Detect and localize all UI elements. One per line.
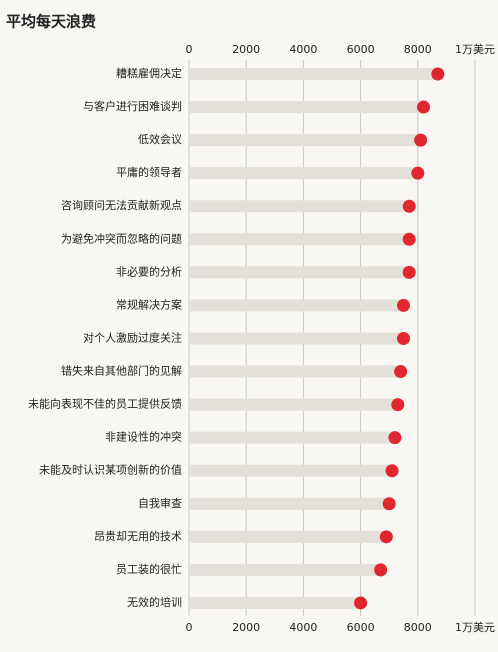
y-tick-label: 无效的培训 xyxy=(127,595,182,609)
y-tick-label: 常规解决方案 xyxy=(116,297,182,311)
dot xyxy=(394,365,408,379)
bar xyxy=(189,332,404,345)
x-tick-label: 8000 xyxy=(404,43,432,56)
x-tick-label: 4000 xyxy=(289,621,317,634)
x-tick-label: 1万美元 xyxy=(455,621,495,634)
y-tick-label: 平庸的领导者 xyxy=(116,165,182,179)
dot xyxy=(382,497,396,511)
dot xyxy=(397,298,410,312)
dot xyxy=(388,431,402,445)
bar xyxy=(189,530,387,543)
dot xyxy=(417,100,431,114)
y-tick-label: 咨询顾问无法贡献新观点 xyxy=(61,198,182,212)
bar xyxy=(189,68,438,80)
bar xyxy=(189,365,401,378)
bar xyxy=(189,134,421,147)
dot xyxy=(379,530,393,544)
x-tick-label: 1万美元 xyxy=(455,43,495,56)
bar xyxy=(189,464,393,477)
bar xyxy=(189,596,361,609)
dot xyxy=(391,398,405,412)
bar xyxy=(189,266,410,279)
dot xyxy=(385,464,399,478)
dot xyxy=(397,331,410,345)
x-tick-label: 6000 xyxy=(347,621,375,634)
bar xyxy=(189,299,404,312)
x-tick-label: 0 xyxy=(186,43,193,56)
y-tick-label: 糟糕雇佣决定 xyxy=(116,66,182,80)
dot xyxy=(402,265,416,279)
y-tick-label: 错失来自其他部门的见解 xyxy=(61,364,182,378)
dot xyxy=(411,166,425,180)
dot xyxy=(354,596,368,610)
x-tick-label: 0 xyxy=(186,621,193,634)
dot xyxy=(402,199,416,213)
y-tick-label: 昂贵却无用的技术 xyxy=(94,529,182,543)
y-tick-label: 对个人激励过度关注 xyxy=(83,330,182,344)
x-tick-label: 2000 xyxy=(232,43,260,56)
y-tick-label: 自我审查 xyxy=(138,496,182,510)
bar xyxy=(189,398,398,411)
y-tick-label: 为避免冲突而忽略的问题 xyxy=(61,231,182,245)
y-tick-label: 未能及时认识某项创新的价值 xyxy=(39,463,182,477)
dot xyxy=(431,67,445,81)
y-tick-label: 非建设性的冲突 xyxy=(105,430,182,444)
bar xyxy=(189,431,395,444)
bar xyxy=(189,101,424,114)
y-tick-label: 员工装的很忙 xyxy=(116,562,182,576)
x-tick-label: 4000 xyxy=(289,43,317,56)
x-tick-label: 6000 xyxy=(347,43,375,56)
bar xyxy=(189,563,381,576)
bar xyxy=(189,233,410,246)
x-tick-label: 8000 xyxy=(404,621,432,634)
bar xyxy=(189,497,390,510)
y-tick-label: 低效会议 xyxy=(138,132,182,146)
y-tick-label: 与客户进行困难谈判 xyxy=(83,99,182,113)
y-tick-label: 非必要的分析 xyxy=(116,264,182,278)
dot xyxy=(414,133,428,147)
chart-title: 平均每天浪费 xyxy=(6,13,96,31)
x-tick-label: 2000 xyxy=(232,621,260,634)
bar xyxy=(189,167,418,180)
bar xyxy=(189,200,410,213)
y-tick-label: 未能向表现不佳的员工提供反馈 xyxy=(28,397,182,411)
dot xyxy=(374,563,388,577)
dot xyxy=(402,232,416,246)
